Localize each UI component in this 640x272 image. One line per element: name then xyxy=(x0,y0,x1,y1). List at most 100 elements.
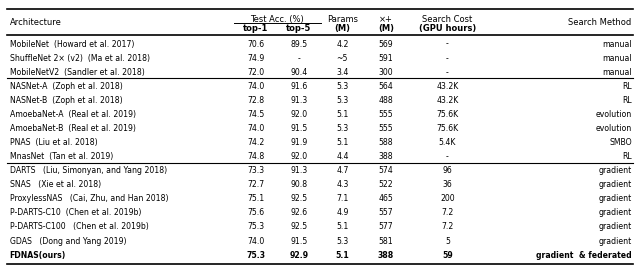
Text: GDAS   (Dong and Yang 2019): GDAS (Dong and Yang 2019) xyxy=(10,237,126,246)
Text: 91.5: 91.5 xyxy=(291,237,308,246)
Text: 72.0: 72.0 xyxy=(247,68,264,77)
Text: 92.9: 92.9 xyxy=(289,251,308,260)
Text: AmoebaNet-B  (Real et al. 2019): AmoebaNet-B (Real et al. 2019) xyxy=(10,124,136,133)
Text: 74.2: 74.2 xyxy=(247,138,264,147)
Text: 72.7: 72.7 xyxy=(247,180,264,189)
Text: 574: 574 xyxy=(378,166,393,175)
Text: NASNet-B  (Zoph et al. 2018): NASNet-B (Zoph et al. 2018) xyxy=(10,96,122,105)
Text: top-5: top-5 xyxy=(286,23,312,33)
Text: 5.4K: 5.4K xyxy=(438,138,456,147)
Text: gradient: gradient xyxy=(598,194,632,203)
Text: 557: 557 xyxy=(378,208,393,217)
Text: 89.5: 89.5 xyxy=(291,39,307,49)
Text: 555: 555 xyxy=(378,124,393,133)
Text: 5.3: 5.3 xyxy=(336,96,348,105)
Text: 300: 300 xyxy=(378,68,393,77)
Text: MnasNet  (Tan et al. 2019): MnasNet (Tan et al. 2019) xyxy=(10,152,113,161)
Text: 4.2: 4.2 xyxy=(336,39,349,49)
Text: gradient: gradient xyxy=(598,166,632,175)
Text: 75.6K: 75.6K xyxy=(436,124,458,133)
Text: -: - xyxy=(298,54,300,63)
Text: 36: 36 xyxy=(442,180,452,189)
Text: RL: RL xyxy=(622,82,632,91)
Text: 90.4: 90.4 xyxy=(291,68,308,77)
Text: 91.6: 91.6 xyxy=(291,82,308,91)
Text: MobileNetV2  (Sandler et al. 2018): MobileNetV2 (Sandler et al. 2018) xyxy=(10,68,145,77)
Text: top-1: top-1 xyxy=(243,23,268,33)
Text: 74.5: 74.5 xyxy=(247,110,264,119)
Text: 70.6: 70.6 xyxy=(247,39,264,49)
Text: ProxylessNAS   (Cai, Zhu, and Han 2018): ProxylessNAS (Cai, Zhu, and Han 2018) xyxy=(10,194,168,203)
Text: 74.9: 74.9 xyxy=(247,54,264,63)
Text: NASNet-A  (Zoph et al. 2018): NASNet-A (Zoph et al. 2018) xyxy=(10,82,122,91)
Text: 488: 488 xyxy=(378,96,393,105)
Text: Params: Params xyxy=(327,15,358,24)
Text: 4.9: 4.9 xyxy=(336,208,349,217)
Text: 91.5: 91.5 xyxy=(291,124,308,133)
Text: 75.3: 75.3 xyxy=(247,222,264,231)
Text: 73.3: 73.3 xyxy=(247,166,264,175)
Text: P-DARTS-C100   (Chen et al. 2019b): P-DARTS-C100 (Chen et al. 2019b) xyxy=(10,222,148,231)
Text: 588: 588 xyxy=(378,138,393,147)
Text: 7.2: 7.2 xyxy=(441,208,454,217)
Text: 522: 522 xyxy=(378,180,393,189)
Text: evolution: evolution xyxy=(595,110,632,119)
Text: (M): (M) xyxy=(378,23,394,33)
Text: 5: 5 xyxy=(445,237,450,246)
Text: 7.1: 7.1 xyxy=(336,194,349,203)
Text: 43.2K: 43.2K xyxy=(436,96,458,105)
Text: 555: 555 xyxy=(378,110,393,119)
Text: MobileNet  (Howard et al. 2017): MobileNet (Howard et al. 2017) xyxy=(10,39,134,49)
Text: 75.1: 75.1 xyxy=(247,194,264,203)
Text: 4.7: 4.7 xyxy=(336,166,349,175)
Text: RL: RL xyxy=(622,96,632,105)
Text: 388: 388 xyxy=(378,251,394,260)
Text: FDNAS(ours): FDNAS(ours) xyxy=(10,251,66,260)
Text: 7.2: 7.2 xyxy=(441,222,454,231)
Text: ShuffleNet 2× (v2)  (Ma et al. 2018): ShuffleNet 2× (v2) (Ma et al. 2018) xyxy=(10,54,150,63)
Text: 75.6: 75.6 xyxy=(247,208,264,217)
Text: 5.1: 5.1 xyxy=(335,251,349,260)
Text: -: - xyxy=(446,68,449,77)
Text: 74.0: 74.0 xyxy=(247,82,264,91)
Text: manual: manual xyxy=(602,54,632,63)
Text: gradient: gradient xyxy=(598,180,632,189)
Text: 74.0: 74.0 xyxy=(247,124,264,133)
Text: -: - xyxy=(446,152,449,161)
Text: 4.4: 4.4 xyxy=(336,152,349,161)
Text: Search Method: Search Method xyxy=(568,18,632,27)
Text: 3.4: 3.4 xyxy=(336,68,349,77)
Text: PNAS  (Liu et al. 2018): PNAS (Liu et al. 2018) xyxy=(10,138,97,147)
Text: 91.9: 91.9 xyxy=(291,138,308,147)
Text: 465: 465 xyxy=(378,194,393,203)
Text: AmoebaNet-A  (Real et al. 2019): AmoebaNet-A (Real et al. 2019) xyxy=(10,110,136,119)
Text: 591: 591 xyxy=(378,54,393,63)
Text: 92.5: 92.5 xyxy=(291,222,307,231)
Text: evolution: evolution xyxy=(595,124,632,133)
Text: 4.3: 4.3 xyxy=(336,180,349,189)
Text: 581: 581 xyxy=(378,237,393,246)
Text: (GPU hours): (GPU hours) xyxy=(419,23,476,33)
Text: RL: RL xyxy=(622,152,632,161)
Text: 5.1: 5.1 xyxy=(336,110,349,119)
Text: 74.8: 74.8 xyxy=(247,152,264,161)
Text: 92.5: 92.5 xyxy=(291,194,307,203)
Text: gradient: gradient xyxy=(598,222,632,231)
Text: 577: 577 xyxy=(378,222,393,231)
Text: -: - xyxy=(446,54,449,63)
Text: 564: 564 xyxy=(378,82,393,91)
Text: gradient: gradient xyxy=(598,237,632,246)
Text: 569: 569 xyxy=(378,39,393,49)
Text: 200: 200 xyxy=(440,194,454,203)
Text: DARTS   (Liu, Simonyan, and Yang 2018): DARTS (Liu, Simonyan, and Yang 2018) xyxy=(10,166,167,175)
Text: gradient  & federated: gradient & federated xyxy=(536,251,632,260)
Text: P-DARTS-C10  (Chen et al. 2019b): P-DARTS-C10 (Chen et al. 2019b) xyxy=(10,208,141,217)
Text: gradient: gradient xyxy=(598,208,632,217)
Text: 92.0: 92.0 xyxy=(291,110,307,119)
Text: Test Acc. (%): Test Acc. (%) xyxy=(250,15,304,24)
Text: 43.2K: 43.2K xyxy=(436,82,458,91)
Text: 92.6: 92.6 xyxy=(291,208,307,217)
Text: manual: manual xyxy=(602,39,632,49)
Text: 59: 59 xyxy=(442,251,452,260)
Text: 72.8: 72.8 xyxy=(247,96,264,105)
